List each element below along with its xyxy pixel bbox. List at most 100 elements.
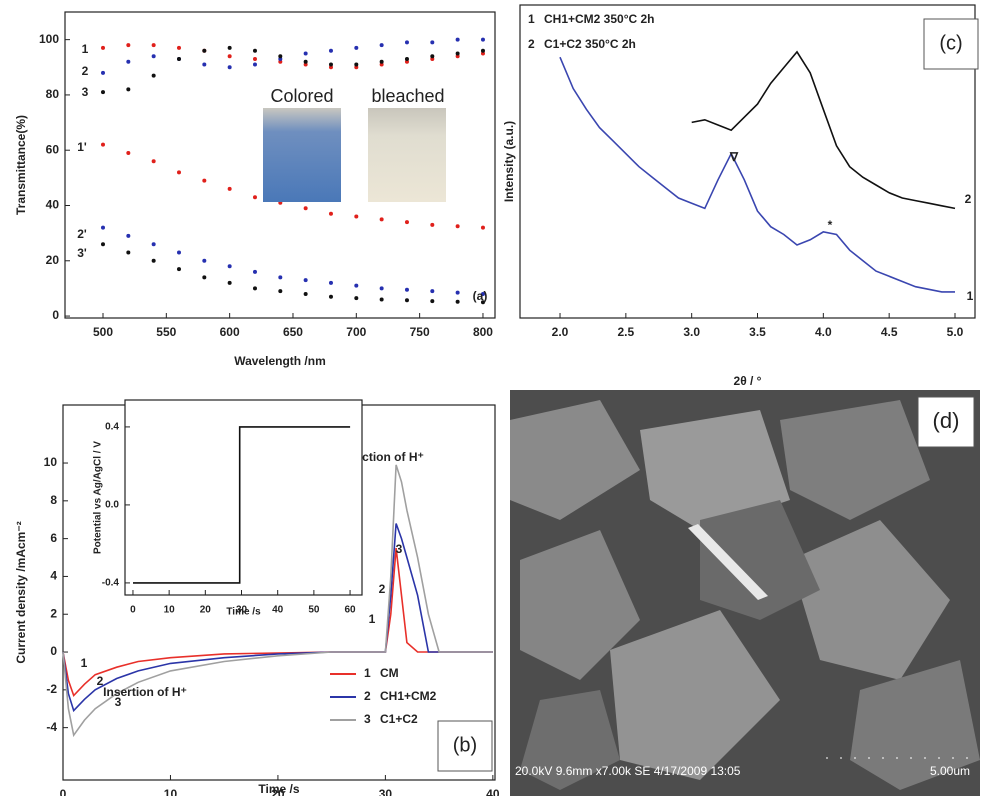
data-point (481, 38, 485, 42)
series-label: 3 (82, 85, 89, 99)
y-tick-label: -4 (46, 720, 57, 734)
x-tick-label: 3.0 (683, 325, 700, 339)
x-tick-label: 550 (156, 325, 176, 339)
plot-frame (125, 400, 362, 595)
data-point (126, 43, 130, 47)
series-label: 1 (81, 656, 88, 670)
data-point (152, 43, 156, 47)
data-point (202, 63, 206, 67)
series-label: 1 (369, 612, 376, 626)
data-point (380, 286, 384, 290)
series-label: 2' (77, 227, 87, 241)
series-label: 1 (967, 289, 974, 303)
data-point (228, 54, 232, 58)
y-tick-label: -2 (46, 682, 57, 696)
photo-colored (263, 108, 341, 202)
y-axis-title: Intensity (a.u.) (502, 121, 516, 202)
data-point (304, 278, 308, 282)
data-point (430, 54, 434, 58)
x-tick-label: 10 (164, 605, 176, 616)
data-point (101, 46, 105, 50)
y-tick-label: 6 (50, 531, 57, 545)
data-point (380, 217, 384, 221)
data-point (354, 215, 358, 219)
x-tick-label: 750 (410, 325, 430, 339)
data-point (126, 60, 130, 64)
data-point (177, 46, 181, 50)
data-point (278, 54, 282, 58)
sem-caption: 20.0kV 9.6mm x7.00k SE 4/17/2009 13:05 (515, 764, 741, 778)
data-point (329, 212, 333, 216)
panel-label: (d) (933, 408, 960, 433)
x-axis-title: Wavelength /nm (234, 354, 326, 368)
series-label: 3 (396, 542, 403, 556)
data-point (456, 291, 460, 295)
legend-label: CH1+CM2 350°C 2h (544, 12, 655, 26)
legend-label: CM (380, 666, 399, 680)
annotation: Colored (270, 86, 333, 106)
data-point (430, 299, 434, 303)
y-tick-label: -0.4 (102, 578, 120, 589)
x-tick-label: 20 (200, 605, 212, 616)
x-tick-label: 40 (272, 605, 284, 616)
legend-label: 2 (528, 37, 535, 51)
y-tick-label: 20 (46, 253, 60, 267)
x-tick-label: 5.0 (947, 325, 964, 339)
annotation: ∇ (729, 150, 739, 164)
data-point (405, 288, 409, 292)
legend-label: 1 (528, 12, 535, 26)
plot-frame (520, 5, 975, 318)
data-point (481, 226, 485, 230)
data-line (560, 57, 955, 292)
data-point (329, 49, 333, 53)
data-point (101, 143, 105, 147)
data-point (278, 275, 282, 279)
data-point (278, 289, 282, 293)
legend-label: 3 (364, 712, 371, 726)
data-point (202, 179, 206, 183)
data-point (177, 250, 181, 254)
data-point (253, 49, 257, 53)
annotation: bleached (371, 86, 444, 106)
data-point (152, 54, 156, 58)
data-point (405, 57, 409, 61)
data-point (253, 195, 257, 199)
x-tick-label: 60 (344, 605, 356, 616)
legend-label: C1+C2 (380, 712, 418, 726)
x-tick-label: 2.5 (618, 325, 635, 339)
data-point (405, 40, 409, 44)
x-tick-label: 30 (379, 787, 393, 796)
x-tick-label: 0 (60, 787, 67, 796)
data-point (126, 234, 130, 238)
data-point (430, 40, 434, 44)
x-tick-label: 40 (486, 787, 500, 796)
legend-label: 1 (364, 666, 371, 680)
y-tick-label: 80 (46, 87, 60, 101)
data-line (692, 52, 955, 209)
sem-image (510, 390, 980, 796)
series-label: 3' (77, 246, 87, 260)
x-tick-label: 3.5 (749, 325, 766, 339)
y-tick-label: 0 (52, 308, 59, 322)
data-point (101, 242, 105, 246)
data-point (430, 289, 434, 293)
data-point (380, 297, 384, 301)
panel-label: (a) (473, 289, 488, 303)
data-point (228, 187, 232, 191)
data-point (380, 43, 384, 47)
data-point (354, 296, 358, 300)
panel-label: (b) (453, 734, 477, 756)
data-point (430, 223, 434, 227)
y-tick-label: 4 (50, 569, 57, 583)
data-point (253, 63, 257, 67)
series-label: 1' (77, 140, 87, 154)
data-point (177, 170, 181, 174)
scale-label: 5.00um (930, 764, 970, 778)
data-point (304, 206, 308, 210)
y-tick-label: 0.0 (105, 500, 119, 511)
data-point (177, 57, 181, 61)
legend-label: C1+C2 350°C 2h (544, 37, 636, 51)
x-tick-label: 2.0 (552, 325, 569, 339)
x-tick-label: 500 (93, 325, 113, 339)
data-point (152, 74, 156, 78)
